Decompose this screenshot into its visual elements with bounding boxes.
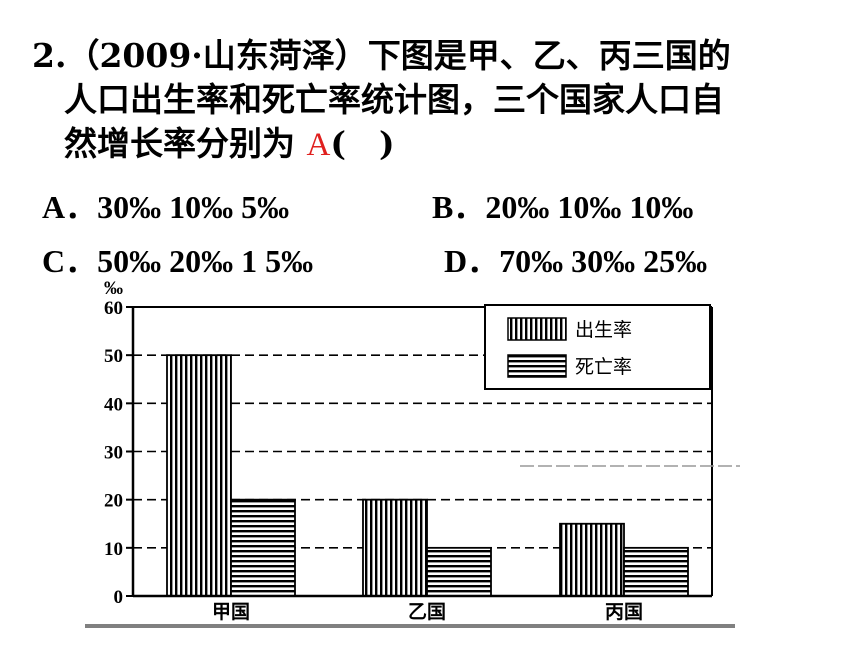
bar-death-1 [230, 498, 296, 597]
legend-label-death: 死亡率 [575, 356, 632, 378]
option-a-text: 30‰ 10‰ 5‰ [97, 189, 290, 225]
option-c-text: 50‰ 20‰ 1 5‰ [97, 243, 314, 279]
bars [166, 354, 689, 597]
legend: 出生率 死亡率 [484, 304, 711, 390]
y-tick-label: 20 [104, 491, 123, 512]
options: A．30‰ 10‰ 5‰ B．20‰ 10‰ 10‰ C．50‰ 20‰ 1 5… [0, 0, 860, 280]
y-tick-label: 0 [114, 587, 124, 608]
y-tick-label: 60 [104, 298, 123, 319]
question-line-3: 然增长率分别为 A( ) [64, 122, 395, 167]
bar-death-3 [623, 546, 689, 597]
option-d-label: D． [444, 243, 500, 279]
bottom-underline [85, 624, 735, 628]
y-tick-label: 10 [104, 539, 123, 560]
question-line-2: 人口出生率和死亡率统计图，三个国家人口自 [64, 78, 724, 122]
question-text-3: 然增长率分别为 [64, 124, 295, 163]
option-b: B．20‰ 10‰ 10‰ [432, 182, 693, 228]
question-text-2: 人口出生率和死亡率统计图，三个国家人口自 [64, 80, 724, 119]
option-a-label: A． [42, 189, 98, 225]
bar-birth-3 [559, 522, 625, 597]
bar-death-2 [426, 546, 492, 597]
question-number: 2. [32, 36, 67, 75]
x-category-label: 甲国 [212, 601, 250, 623]
option-a: A．30‰ 10‰ 5‰ [42, 182, 289, 228]
legend-swatch-death [507, 354, 567, 378]
option-c: C．50‰ 20‰ 1 5‰ [42, 236, 313, 282]
question-text-1: 下图是甲、乙、丙三国的 [367, 36, 731, 75]
legend-label-birth: 出生率 [575, 319, 632, 341]
y-axis-unit: ‰ [104, 278, 123, 299]
y-tick-label: 30 [104, 443, 123, 464]
option-d: D．70‰ 30‰ 25‰ [444, 236, 707, 282]
option-b-text: 20‰ 10‰ 10‰ [485, 189, 694, 225]
answer-blank: ( ) [330, 124, 395, 163]
question-line-1: 2.（2009·山东菏泽）下图是甲、乙、丙三国的 [32, 34, 731, 78]
option-d-text: 70‰ 30‰ 25‰ [499, 243, 708, 279]
option-b-label: B． [432, 189, 486, 225]
legend-swatch-birth [507, 317, 567, 341]
option-c-label: C． [42, 243, 98, 279]
bar-birth-1 [166, 354, 232, 597]
y-tick-label: 50 [104, 346, 123, 367]
axes: 0 10 20 30 40 50 60 甲国 乙国 丙国 [104, 298, 713, 623]
question-source: （2009·山东菏泽） [66, 36, 368, 75]
bar-birth-2 [362, 498, 428, 597]
x-category-label: 乙国 [408, 601, 446, 623]
answer-mark: A [306, 127, 331, 163]
x-category-label: 丙国 [605, 601, 643, 623]
question: 2.（2009·山东菏泽）下图是甲、乙、丙三国的 人口出生率和死亡率统计图，三个… [32, 34, 832, 166]
y-tick-label: 40 [104, 394, 123, 415]
